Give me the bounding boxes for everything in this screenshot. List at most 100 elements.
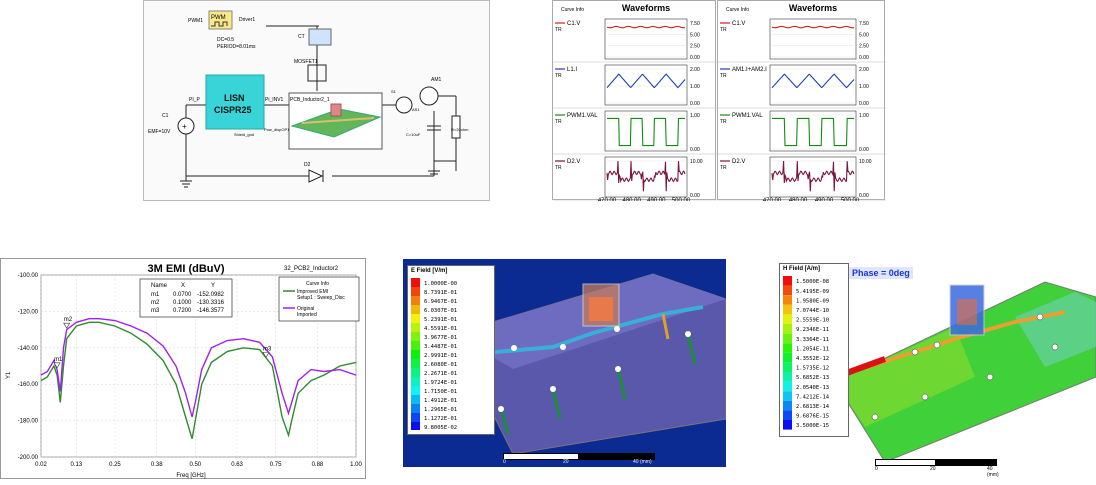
- legend-label-improved: Improved EMI: [297, 289, 328, 295]
- ammeter-port-s1: S1: [391, 89, 397, 94]
- svg-text:CT: CT: [298, 34, 305, 40]
- signal-tag: TR: [720, 27, 727, 33]
- y-tick-label: -160.00: [18, 382, 39, 388]
- colorscale-value: 1.9724E-01: [424, 380, 457, 386]
- signal-tag: TR: [555, 119, 562, 125]
- y-tick-label: 2.00: [859, 67, 869, 73]
- x-tick-label: 0.13: [71, 462, 83, 468]
- hfield-canvas: [834, 281, 1096, 463]
- signal-tag: TR: [555, 27, 562, 33]
- table-cell: m1: [151, 292, 160, 298]
- waveform-plot-area[interactable]: [769, 18, 857, 60]
- y-tick-label: -200.00: [18, 455, 39, 461]
- hfield-colorscale: 1.5000E-08 5.4195E-09 1.9580E-09 7.0744E-10…: [783, 276, 830, 430]
- colorscale-swatch: [411, 332, 420, 341]
- y-tick-label: 5.00: [690, 32, 700, 38]
- colorscale-value: 1.5735E-12: [796, 366, 829, 372]
- pwm-param-period: PERIOD=8.01ms: [217, 44, 256, 50]
- chart-legend: Curve Info Improved EMI Setup1 : Sweep_D…: [278, 276, 360, 322]
- y-tick-label: 2.50: [690, 44, 700, 50]
- marker-label: m3: [263, 346, 272, 352]
- lisn-right-port: Pi_INV1: [265, 97, 284, 103]
- y-tick-label: 10.00: [859, 159, 872, 165]
- ammeter-label: AM1: [431, 77, 442, 83]
- resistor-symbol[interactable]: [451, 115, 461, 139]
- x-tick-label: 480.00: [622, 198, 641, 201]
- ruler-label: 40 (mm): [987, 466, 999, 478]
- waveform-trace: [606, 73, 686, 89]
- driver-block[interactable]: [308, 28, 332, 46]
- schematic-canvas: PWM PWM1 Driver1 DC=0.5 PERIOD=8.01ms CT…: [148, 10, 469, 188]
- board-label: PCB_Inductor2_1: [290, 97, 330, 103]
- marker-m3[interactable]: [262, 352, 270, 358]
- signal-name: L1.I: [567, 67, 577, 73]
- emi-chart-panel: 3M EMI (dBuV) 32_PCB2_Inductor2 Y1 Freq …: [0, 258, 366, 479]
- table-cell: -152.0982: [197, 292, 225, 298]
- colorscale-value: 5.6852E-13: [796, 375, 829, 381]
- waveform-trace: [606, 160, 686, 192]
- colorscale-swatch: [411, 359, 420, 368]
- ammeter2-symbol[interactable]: [395, 96, 413, 114]
- waveform-plot-area[interactable]: [769, 156, 857, 198]
- table-header-y: Y: [211, 283, 215, 289]
- colorscale-swatch: [411, 368, 420, 377]
- diode-label: D2: [304, 162, 311, 168]
- waveform-trace: [607, 117, 685, 147]
- colorscale-value: 7.0744E-10: [796, 308, 829, 314]
- colorscale-value: 2.5559E-10: [796, 318, 829, 324]
- marker-table: Name X Y m1 0.0700 -152.0982 m2 0.1000 -…: [139, 278, 233, 318]
- mosfet-symbol[interactable]: [307, 64, 327, 82]
- waveform-trace: [772, 117, 854, 147]
- colorscale-value: 5.2391E-01: [424, 317, 457, 323]
- colorscale-swatch: [783, 324, 792, 334]
- waveforms-right-canvas: Waveforms Curve Info C1.V TR 7.50 5.00 2.50 0.0…: [718, 3, 886, 212]
- colorscale-value: 2.6813E-14: [796, 404, 830, 410]
- legend-label-original: Original: [297, 306, 314, 312]
- colorscale-swatch: [783, 295, 792, 305]
- project-label: 32_PCB2_Inductor2: [284, 266, 339, 272]
- efield-legend: E Field [V/m] 1.0000E-00 8.7391E-01 6.9467…: [407, 265, 495, 435]
- waveform-plot-area[interactable]: [769, 64, 857, 106]
- pwm-param-dc: DC=0.5: [217, 37, 234, 43]
- y-tick-label: 1.00: [859, 84, 869, 90]
- colorscale-swatch: [411, 323, 420, 332]
- signal-name: D2.V: [567, 159, 580, 165]
- x-tick-label: 0.38: [151, 462, 163, 468]
- efield-legend-title: E Field [V/m]: [411, 268, 448, 274]
- ruler-label: 0: [503, 459, 506, 465]
- signal-name: C1.V: [732, 21, 745, 27]
- signal-tag: TR: [720, 119, 727, 125]
- colorscale-swatch: [783, 343, 792, 353]
- table-cell: m3: [151, 308, 160, 314]
- waveform-plot-area[interactable]: [604, 18, 688, 60]
- waveform-trace: [771, 73, 855, 89]
- colorscale-swatch: [783, 304, 792, 315]
- colorscale-value: 9.6876E-15: [796, 414, 829, 420]
- diode-symbol[interactable]: [308, 169, 324, 183]
- curve-info-label: Curve Info: [561, 7, 584, 13]
- waveforms-title: Waveforms: [789, 3, 837, 13]
- colorscale-value: 1.7150E-01: [424, 389, 457, 395]
- chart-title: 3M EMI (dBuV): [148, 263, 225, 275]
- legend-sub-original: Imported: [297, 312, 317, 318]
- signal-name: PWM1.VAL: [732, 113, 763, 119]
- marker-m2[interactable]: [63, 322, 71, 329]
- colorscale-swatch: [783, 314, 792, 324]
- ammeter-symbol[interactable]: [419, 86, 439, 106]
- x-tick-label: 0.50: [189, 462, 201, 468]
- signal-name: AM1.I+AM2.I: [732, 67, 767, 73]
- y-tick-label: 0.00: [690, 101, 700, 107]
- voltage-source-symbol[interactable]: [177, 117, 195, 135]
- waveform-plot-area[interactable]: [604, 156, 688, 198]
- table-cell: 0.7200: [173, 308, 192, 314]
- waveform-plot-area[interactable]: [604, 110, 688, 152]
- waveform-plot-area[interactable]: [769, 110, 857, 152]
- signal-tag: TR: [720, 73, 727, 79]
- lisn-block[interactable]: [205, 74, 265, 130]
- waveform-plot-area[interactable]: [604, 64, 688, 106]
- waveform-trace: [771, 160, 855, 192]
- colorscale-value: 7.4212E-14: [796, 394, 830, 400]
- capacitor-symbol[interactable]: [427, 125, 441, 131]
- marker-m1[interactable]: [53, 362, 61, 369]
- colorscale-swatch: [411, 296, 420, 305]
